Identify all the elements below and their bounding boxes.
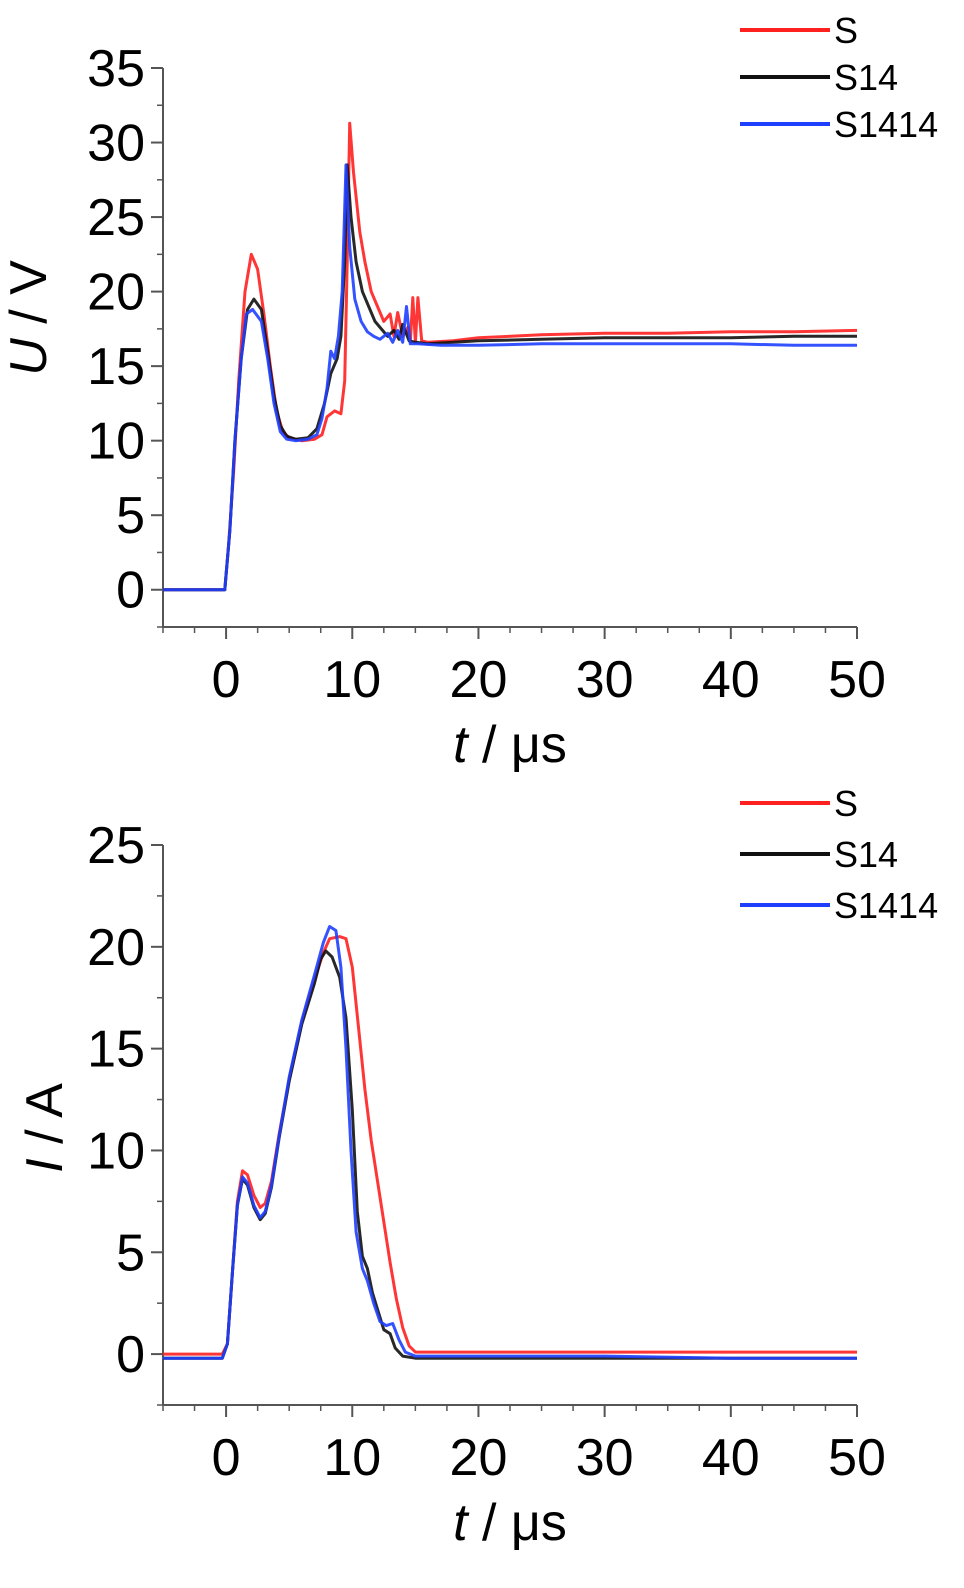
voltage-series-s1414-line [163, 163, 857, 592]
current-y-tick-label: 5 [116, 1224, 145, 1282]
current-x-tick-label: 10 [323, 1429, 381, 1487]
current-y-tick-label: 10 [87, 1122, 145, 1180]
current-x-tick-label: 0 [212, 1429, 241, 1487]
voltage-y-tick-label: 15 [87, 338, 145, 396]
svg-text:I / A: I / A [16, 1083, 74, 1173]
current-series-s-line [163, 935, 857, 1356]
current-x-tick-label: 20 [450, 1429, 508, 1487]
current-series-s14-line [163, 949, 857, 1360]
voltage-y-tick-label: 10 [87, 413, 145, 471]
voltage-x-tick-label: 50 [828, 651, 886, 709]
voltage-x-tick-label: 10 [323, 651, 381, 709]
voltage-legend-label-s14: S14 [834, 57, 898, 98]
voltage-x-tick-label: 40 [702, 651, 760, 709]
voltage-legend-label-s1414: S1414 [834, 104, 938, 145]
current-y-tick-label: 20 [87, 919, 145, 977]
voltage-y-tick-label: 20 [87, 264, 145, 322]
current-y-tick-label: 25 [87, 817, 145, 875]
voltage-y-tick-label: 30 [87, 115, 145, 173]
current-x-tick-label: 40 [702, 1429, 760, 1487]
current-panel: I / A t / μs 0 5 10 15 20 25 0 10 20 30 40 50 S S14 S1… [16, 783, 938, 1552]
voltage-y-tick-label: 25 [87, 189, 145, 247]
voltage-y-tick-label: 0 [116, 562, 145, 620]
current-series-s1414-line [163, 925, 857, 1360]
voltage-y-tick-label: 35 [87, 40, 145, 98]
voltage-y-axis-label: U / V [0, 260, 58, 376]
svg-text:U / V: U / V [0, 260, 58, 376]
current-legend-label-s1414: S1414 [834, 885, 938, 926]
current-x-tick-label: 30 [576, 1429, 634, 1487]
current-x-tick-label: 50 [828, 1429, 886, 1487]
current-y-axis-label: I / A [16, 1083, 74, 1173]
voltage-x-tick-label: 30 [576, 651, 634, 709]
current-y-tick-label: 0 [116, 1326, 145, 1384]
voltage-series-s14-line [163, 163, 857, 592]
current-legend-label-s14: S14 [834, 834, 898, 875]
current-x-axis-label: t / μs [453, 1494, 567, 1552]
voltage-x-tick-label: 20 [450, 651, 508, 709]
voltage-legend-label-s: S [834, 10, 858, 51]
current-y-tick-label: 15 [87, 1021, 145, 1079]
voltage-y-tick-label: 5 [116, 487, 145, 545]
current-legend-label-s: S [834, 783, 858, 824]
voltage-x-axis-label: t / μs [453, 716, 567, 774]
voltage-x-tick-label: 0 [212, 651, 241, 709]
